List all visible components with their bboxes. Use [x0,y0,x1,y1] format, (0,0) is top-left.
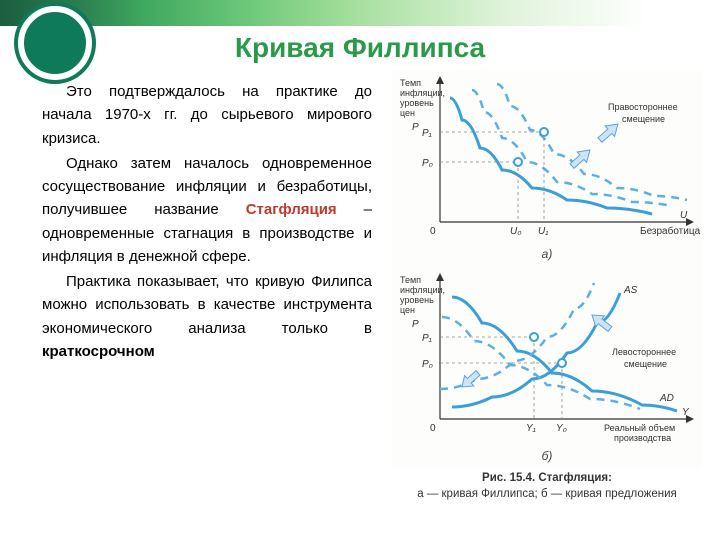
figure-caption: Рис. 15.4. Стагфляция: а — кривая Филлип… [392,469,702,502]
shiftA1: Правостороннее [608,102,678,112]
paragraph-2: Однако затем началось одновременное сосу… [42,152,372,268]
chart-a-svg: Темп инфляции, уровень цен P P₁ P₀ 0 U₀ … [392,70,702,245]
ya1: Темп [400,78,421,88]
term-stagflation: Стагфляция [246,201,337,218]
p0l: P₀ [422,158,433,169]
svg-text:смещение: смещение [624,359,667,369]
svg-text:уровень: уровень [400,295,434,305]
u0: U₀ [510,226,521,237]
p3-a: Практика показывает, что кривую Филипса … [42,273,372,337]
svg-text:инфляции,: инфляции, [400,285,445,295]
ya3: уровень [400,98,434,108]
chart-a-sublabel: а) [392,245,702,267]
xU: U [680,210,688,221]
svg-text:Реальный объем: Реальный объем [604,423,675,433]
svg-text:производства: производства [614,433,671,443]
chart-a: Темп инфляции, уровень цен P P₁ P₀ 0 U₀ … [392,70,702,267]
figures-column: Темп инфляции, уровень цен P P₁ P₀ 0 U₀ … [392,70,702,502]
chart-b: Темп инфляции, уровень цен P P₁ P₀ 0 Y₁ … [392,267,702,469]
caption-title: Рис. 15.4. Стагфляция: [482,472,612,484]
xal: Безработица [640,225,701,237]
svg-text:P: P [412,319,419,330]
paragraph-3: Практика показывает, что кривую Филипса … [42,270,372,363]
svg-text:P₀: P₀ [422,359,433,370]
u1: U₁ [538,226,548,237]
yaP: P [412,122,419,133]
svg-text:цен: цен [400,305,415,315]
svg-text:AS: AS [623,285,638,296]
paragraph-1: Это подтверждалось на практике до начала… [42,80,372,150]
svg-text:0: 0 [430,423,436,434]
svg-text:AD: AD [659,393,674,404]
body-text: Это подтверждалось на практике до начала… [42,80,372,365]
svg-text:Y: Y [682,407,690,418]
chart-b-svg: Темп инфляции, уровень цен P P₁ P₀ 0 Y₁ … [392,267,702,447]
p3-bold: краткосрочном [42,343,155,360]
svg-text:Y₁: Y₁ [526,423,536,434]
page-title: Кривая Филлипса [0,32,720,64]
svg-text:Y₀: Y₀ [556,423,567,434]
caption-line: а — кривая Филлипса; б — кривая предложе… [417,488,677,500]
header-decoration [0,0,720,26]
ya4: цен [400,108,415,118]
svg-text:Левостороннее: Левостороннее [612,347,676,357]
shiftA2: смещение [622,114,665,124]
oA: 0 [430,226,436,237]
ya2: инфляции, [400,88,445,98]
p1l: P₁ [422,128,432,139]
chart-b-sublabel: б) [392,447,702,469]
svg-text:P₁: P₁ [422,333,432,344]
svg-text:Темп: Темп [400,275,421,285]
